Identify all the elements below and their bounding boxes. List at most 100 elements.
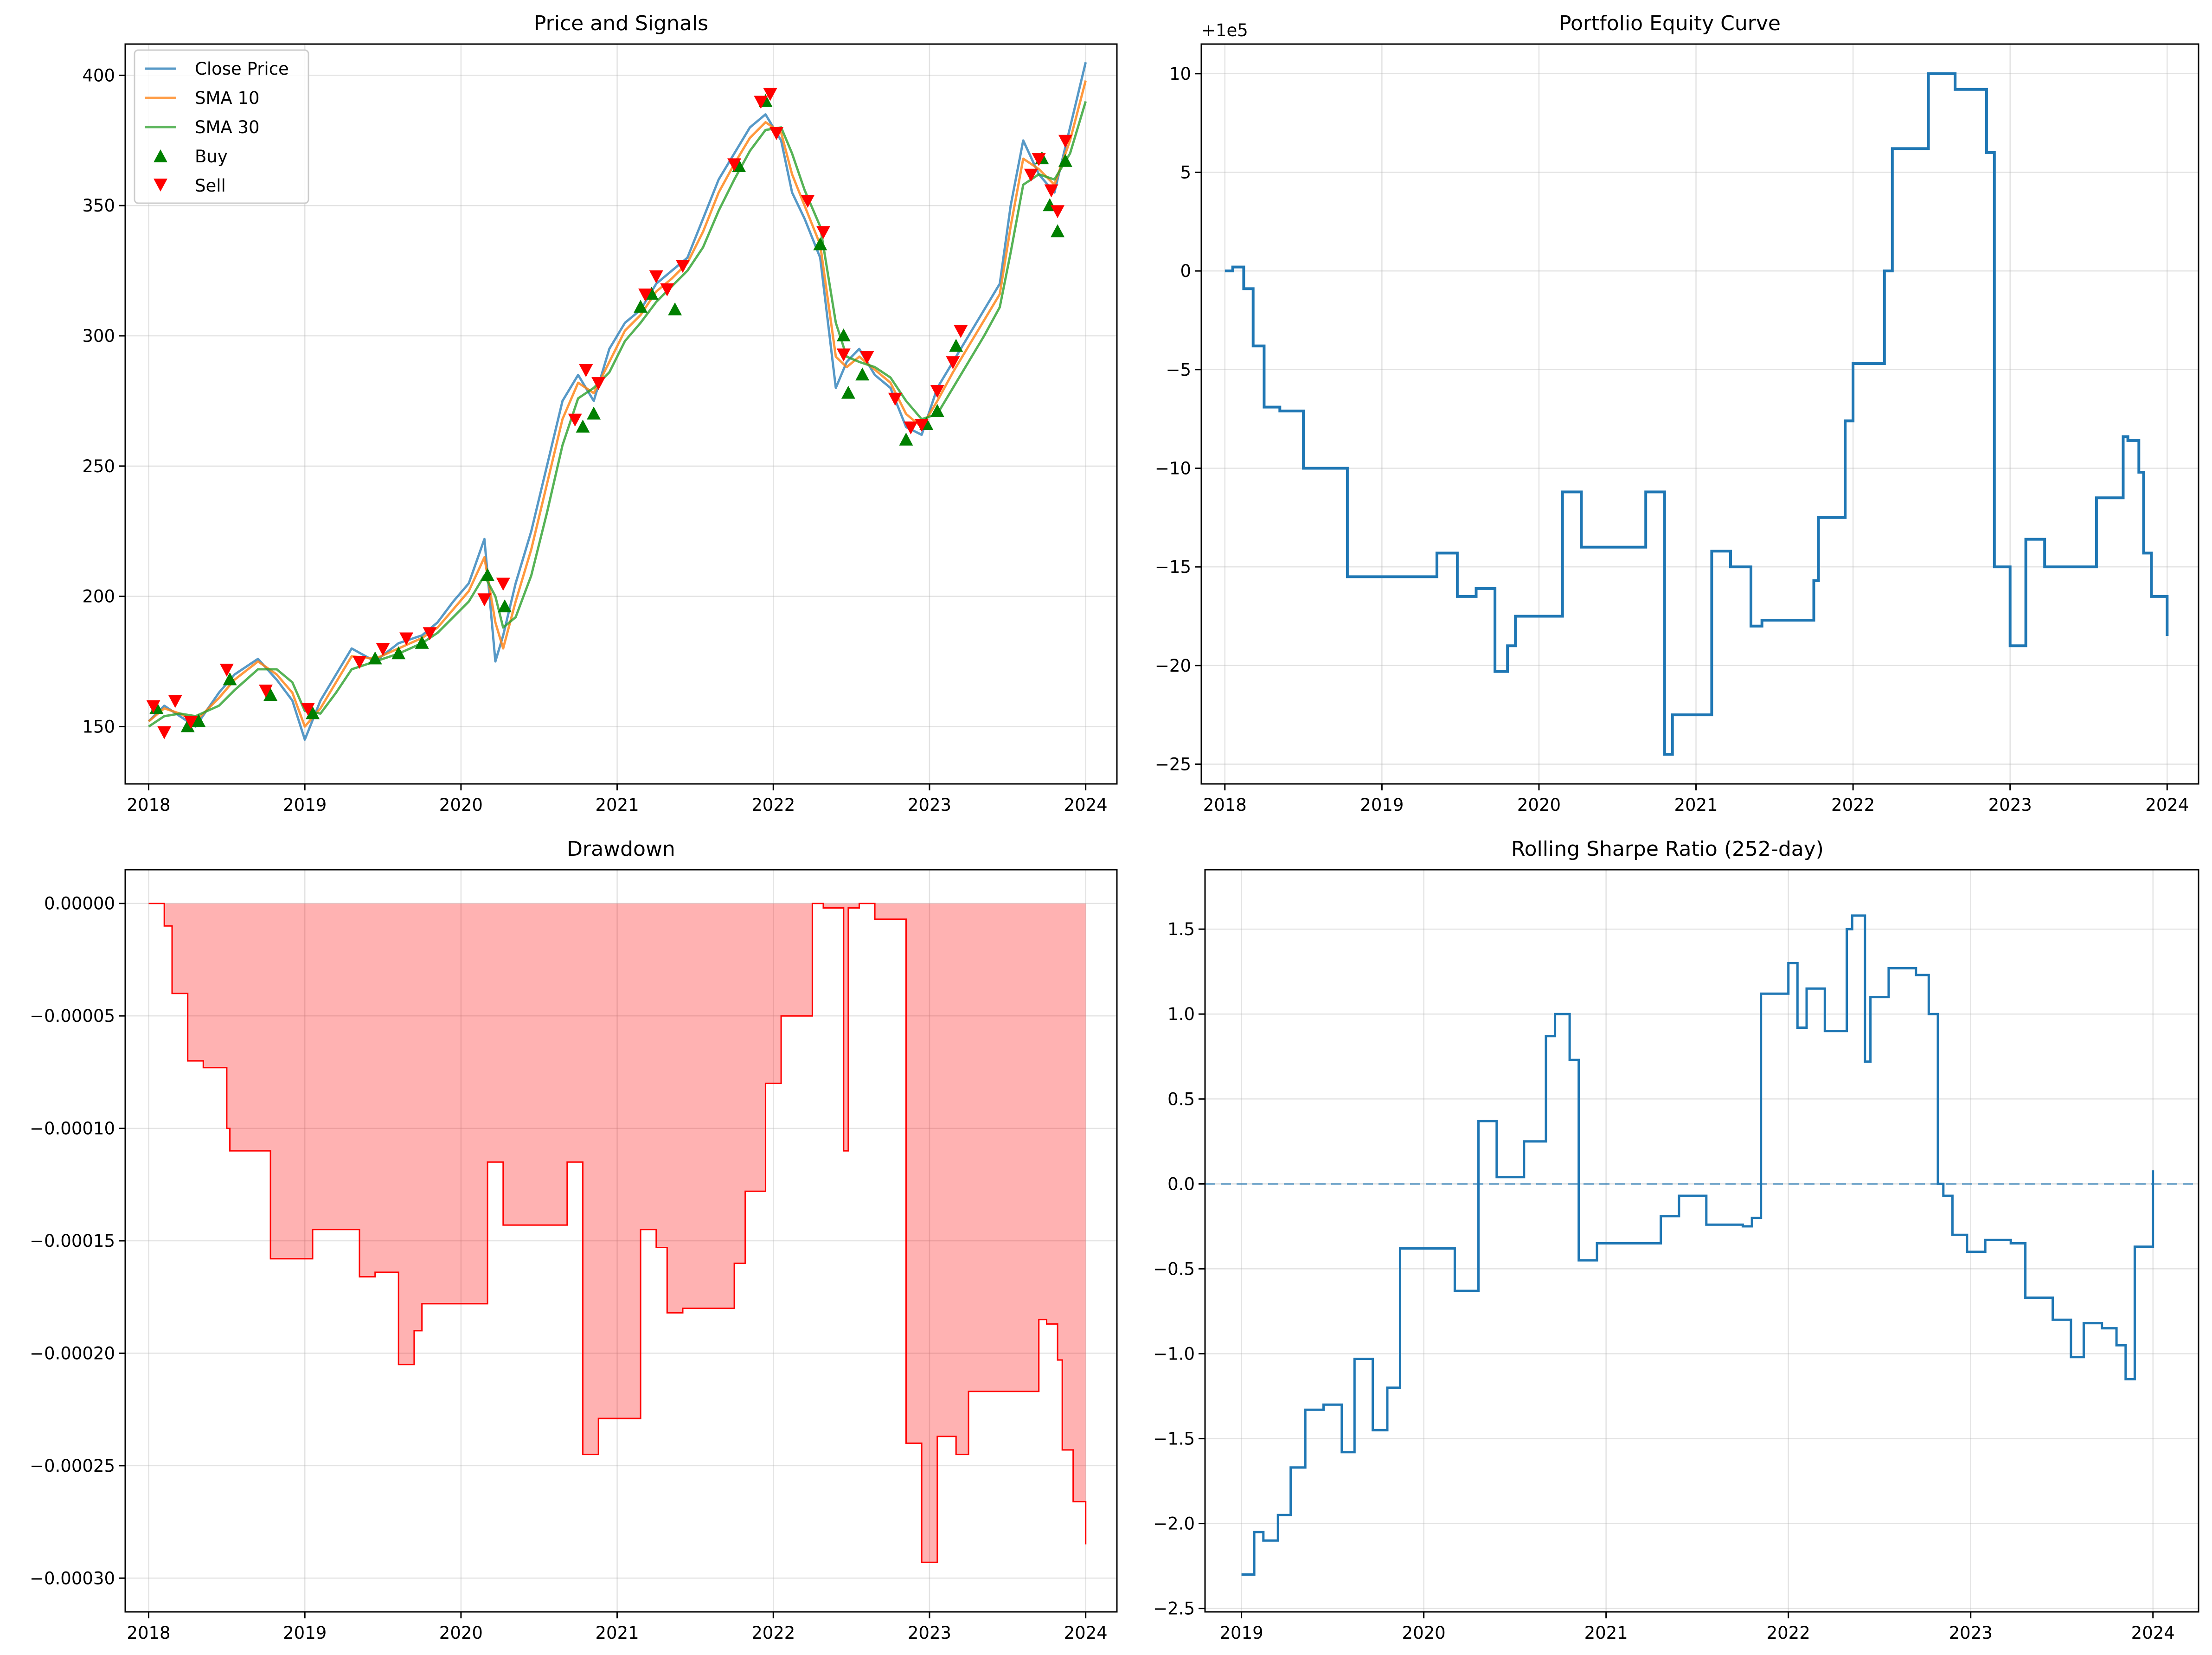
x-tick-label: 2023 <box>908 795 951 815</box>
x-tick-label: 2021 <box>1584 1623 1628 1643</box>
x-tick-label: 2018 <box>1203 795 1247 815</box>
buy-signal-marker <box>306 706 320 719</box>
buy-signal-marker <box>415 635 429 649</box>
sell-signal-marker <box>1032 153 1046 167</box>
drawdown-area <box>148 903 1086 1563</box>
sell-signal-marker <box>769 127 784 140</box>
y-tick-label: 400 <box>82 65 115 85</box>
y-tick-label: −0.00015 <box>30 1231 115 1251</box>
buy-signal-marker <box>368 651 382 665</box>
sell-signal-marker <box>168 695 182 708</box>
y-tick-label: −10 <box>1155 458 1191 478</box>
sell-signal-marker <box>353 656 367 669</box>
sell-signal-marker <box>1044 184 1058 198</box>
y-tick-label: −0.00030 <box>30 1568 115 1588</box>
x-tick-label: 2019 <box>1360 795 1404 815</box>
sell-signal-marker <box>649 270 663 283</box>
drawdown-chart: Drawdown 2018 2019 2020 2021 2022 2023 2024 0.0… <box>30 837 1118 1643</box>
sell-signal-marker <box>376 642 390 656</box>
sell-signal-marker <box>259 684 273 698</box>
sell-marker-icon <box>154 179 167 192</box>
sell-signal-marker <box>836 348 851 362</box>
drawdown-line <box>148 903 1087 1563</box>
y-tick-label: 150 <box>82 717 115 737</box>
y-tick-label: 0.00000 <box>44 894 115 914</box>
chart-title: Drawdown <box>567 837 675 861</box>
buy-signal-marker <box>644 287 659 300</box>
sell-signal-marker <box>888 392 902 406</box>
sell-signal-marker <box>184 716 198 729</box>
sell-signal-marker <box>954 325 968 338</box>
x-tick-label: 2019 <box>283 1623 327 1643</box>
x-tick-label: 2020 <box>439 795 483 815</box>
sell-signal-marker <box>146 700 160 713</box>
x-tick-label: 2024 <box>1064 795 1108 815</box>
sell-signal-marker <box>399 632 414 646</box>
y-tick-label: −0.00025 <box>30 1456 115 1476</box>
x-tick-label: 2020 <box>439 1623 483 1643</box>
buy-signal-marker <box>855 367 870 381</box>
x-tick-label: 2023 <box>1988 795 2032 815</box>
y-tick-label: 350 <box>82 196 115 216</box>
buy-signal-marker <box>180 719 195 732</box>
buy-signal-marker <box>498 599 512 613</box>
x-tick-label: 2021 <box>595 1623 639 1643</box>
sell-signal-marker <box>860 351 874 364</box>
portfolio-equity-curve-chart: Portfolio Equity Curve +1e5 2018 2019 2020… <box>1155 12 2199 815</box>
chart-title: Rolling Sharpe Ratio (252-day) <box>1511 837 1824 861</box>
sell-signal-marker <box>763 88 777 101</box>
legend: Close Price SMA 10 SMA 30 Buy Sell <box>134 49 309 204</box>
buy-signal-marker <box>587 406 601 420</box>
y-tick-label: 0.5 <box>1167 1089 1195 1109</box>
buy-signal-marker <box>1051 224 1065 237</box>
y-tick-label: −0.00020 <box>30 1343 115 1363</box>
sell-signal-marker <box>946 356 960 370</box>
buy-signal-marker <box>668 302 682 315</box>
y-tick-label: 1.0 <box>1167 1004 1195 1024</box>
y-tick-label: −5 <box>1166 360 1191 380</box>
x-tick-label: 2018 <box>127 795 170 815</box>
axis-offset-label: +1e5 <box>1201 20 1248 40</box>
y-tick-label: −20 <box>1155 656 1191 676</box>
y-tick-label: 300 <box>82 326 115 346</box>
buy-signal-marker <box>1058 154 1072 167</box>
x-tick-label: 2020 <box>1517 795 1561 815</box>
y-tick-label: −0.5 <box>1153 1259 1195 1279</box>
x-tick-label: 2024 <box>2131 1623 2175 1643</box>
legend-entry-buy: Buy <box>195 147 228 167</box>
sell-signal-marker <box>727 158 742 172</box>
sell-signal-marker <box>157 726 172 739</box>
x-tick-label: 2019 <box>283 795 327 815</box>
chart-title: Price and Signals <box>534 12 708 35</box>
y-tick-label: −1.5 <box>1153 1429 1195 1449</box>
sell-signal-marker <box>568 413 582 427</box>
x-tick-label: 2023 <box>1949 1623 1993 1643</box>
chart-title: Portfolio Equity Curve <box>1559 12 1781 35</box>
plot-frame <box>1200 43 2199 785</box>
x-tick-label: 2021 <box>1674 795 1718 815</box>
sell-signal-marker <box>591 377 606 391</box>
buy-signal-marker <box>192 714 206 727</box>
sell-signal-marker <box>915 418 929 432</box>
legend-entry-sma-10: SMA 10 <box>195 88 260 108</box>
buy-signal-marker <box>813 237 827 250</box>
sell-signal-marker <box>754 96 768 109</box>
sell-signal-marker <box>904 421 918 435</box>
y-tick-label: −15 <box>1155 557 1191 577</box>
x-tick-label: 2019 <box>1220 1623 1263 1643</box>
y-tick-label: −0.00010 <box>30 1119 115 1139</box>
equity-curve-line <box>1225 72 2169 756</box>
series-line-sma-10 <box>147 80 1087 728</box>
sell-signal-marker <box>219 663 234 677</box>
buy-signal-marker <box>576 419 590 433</box>
y-tick-label: −2.5 <box>1153 1599 1195 1619</box>
y-tick-label: −1.0 <box>1153 1344 1195 1364</box>
legend-entry-sma-30: SMA 30 <box>195 117 260 137</box>
buy-signal-marker <box>223 672 237 686</box>
rolling-sharpe-line <box>1241 914 2154 1576</box>
y-tick-label: 0.0 <box>1167 1174 1195 1194</box>
x-tick-label: 2022 <box>751 1623 795 1643</box>
plot-frame <box>124 869 1118 1613</box>
y-tick-label: 1.5 <box>1167 919 1195 939</box>
